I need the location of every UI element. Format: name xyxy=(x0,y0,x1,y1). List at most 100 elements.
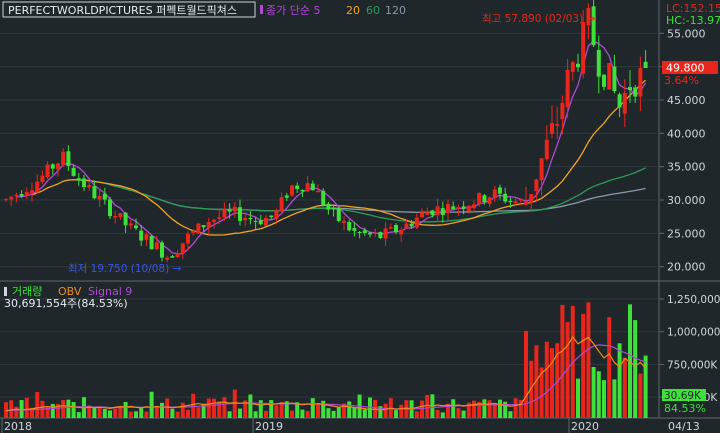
candle-body xyxy=(238,207,242,221)
candle-body xyxy=(19,194,24,197)
obv-line xyxy=(5,335,647,412)
ma120-label[interactable]: 120 xyxy=(385,4,406,17)
volume-bar xyxy=(518,399,523,418)
candle-body xyxy=(602,74,606,87)
volume-legend[interactable]: 거래량 xyxy=(12,285,42,298)
candle-body xyxy=(232,206,237,212)
volume-bar xyxy=(113,408,118,418)
volume-bar xyxy=(274,405,279,418)
candle-body xyxy=(118,213,123,218)
volume-bar xyxy=(118,407,123,418)
candle-body xyxy=(102,193,107,200)
volume-bar xyxy=(300,409,305,418)
candle-body xyxy=(539,158,544,181)
candle-body xyxy=(373,232,378,234)
candle-body xyxy=(404,223,409,229)
candle-body xyxy=(409,223,414,227)
candle-body xyxy=(638,67,643,97)
candle-body xyxy=(258,220,263,225)
volume-readout: 30,691,554주(84.53%) xyxy=(4,297,128,310)
candle-body xyxy=(414,217,419,228)
candle-body xyxy=(518,199,523,201)
candle-body xyxy=(352,228,357,231)
candle-body xyxy=(466,205,471,212)
ma60-line xyxy=(83,167,646,223)
volume-bar xyxy=(362,409,367,418)
candle-body xyxy=(310,183,315,191)
x-label-last-date: 04/13 xyxy=(668,420,700,433)
ma20-line xyxy=(31,79,647,236)
volume-bar xyxy=(284,401,289,418)
candle-body xyxy=(596,49,601,77)
candle-body xyxy=(570,62,575,72)
candle-body xyxy=(342,220,346,223)
volume-bar xyxy=(461,410,466,418)
ma20-label[interactable]: 20 xyxy=(346,4,360,17)
candle-body xyxy=(336,207,341,221)
volume-last-value: 30.69K xyxy=(664,390,702,402)
volume-bar xyxy=(175,411,180,418)
volume-bar xyxy=(108,410,112,418)
volume-bar xyxy=(435,409,440,418)
candle-body xyxy=(56,163,60,170)
candle-body xyxy=(581,22,586,74)
candlestick-series xyxy=(4,0,648,263)
volume-bar xyxy=(316,404,320,418)
candle-body xyxy=(40,175,45,182)
low-annotation: 최저 19.750 (10/08) → xyxy=(68,263,182,275)
volume-bar xyxy=(352,407,357,418)
candle-body xyxy=(461,206,466,209)
volume-bar xyxy=(451,399,456,418)
candle-body xyxy=(284,195,289,198)
price-tick-label: 35.000 xyxy=(667,161,706,174)
volume-bar xyxy=(139,407,144,418)
volume-bar xyxy=(180,402,185,418)
candle-body xyxy=(295,185,300,190)
candle-body xyxy=(212,219,216,222)
volume-bar xyxy=(76,412,81,418)
volume-bar xyxy=(144,411,149,418)
volume-bar xyxy=(498,399,502,418)
candle-body xyxy=(326,203,331,210)
volume-bar xyxy=(61,400,66,418)
candle-body xyxy=(66,151,71,166)
stock-name-box[interactable] xyxy=(2,1,256,18)
candle-body xyxy=(565,69,570,108)
hc-readout: HC:-13.97 xyxy=(666,14,720,27)
volume-bar xyxy=(446,403,450,418)
volume-bar xyxy=(227,411,232,418)
volume-bar xyxy=(513,398,518,418)
volume-bar xyxy=(196,407,201,418)
price-panel-bg xyxy=(0,0,659,280)
obv-legend[interactable]: OBV xyxy=(58,285,82,298)
candle-body xyxy=(487,197,492,205)
x-label-2019: 2019 xyxy=(255,420,283,433)
volume-bar xyxy=(591,366,596,418)
volume-bar xyxy=(633,320,638,418)
candle-body xyxy=(383,228,388,239)
volume-bar xyxy=(560,304,565,418)
signal-legend[interactable]: Signal 9 xyxy=(88,285,132,298)
volume-bar xyxy=(186,409,190,418)
candle-body xyxy=(227,209,232,212)
volume-bar xyxy=(414,411,419,418)
volume-bar xyxy=(394,410,398,418)
ma60-label[interactable]: 60 xyxy=(366,4,380,17)
candle-body xyxy=(513,201,518,204)
volume-bar xyxy=(170,408,175,418)
candle-body xyxy=(30,190,34,194)
volume-bar xyxy=(576,378,580,418)
ma5-label[interactable]: 종가 단순 5 xyxy=(266,4,320,17)
volume-bar xyxy=(440,412,445,418)
candle-body xyxy=(274,210,279,219)
volume-bar xyxy=(253,411,258,418)
candle-body xyxy=(628,87,632,91)
volume-bar xyxy=(4,402,8,418)
candle-body xyxy=(24,191,29,196)
high-annotation: 최고 57.890 (02/03) → xyxy=(482,13,596,25)
volume-bar xyxy=(238,408,242,418)
volume-bar xyxy=(305,410,310,418)
volume-bar xyxy=(539,367,544,418)
